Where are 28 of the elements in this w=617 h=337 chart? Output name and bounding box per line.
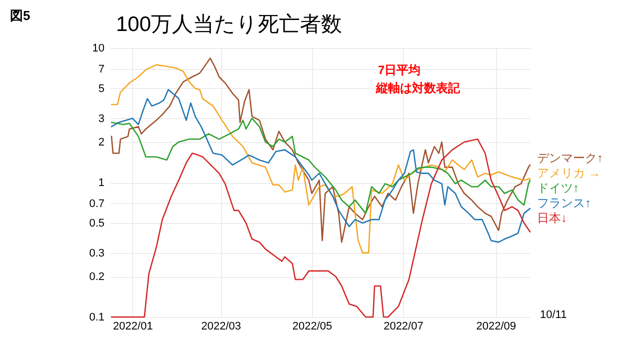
y-tick-label: 2 xyxy=(98,136,104,149)
annotation: 縦軸は対数表記 xyxy=(375,81,461,95)
y-tick-label: 1 xyxy=(98,177,104,189)
y-tick-label: 0.7 xyxy=(89,198,104,210)
y-tick-label: 3 xyxy=(98,112,104,125)
y-tick-label: 7 xyxy=(98,63,104,76)
series-label: 日本↓ xyxy=(537,211,567,225)
y-tick-label: 0.2 xyxy=(89,271,104,284)
y-tick-label: 0.5 xyxy=(89,217,104,230)
y-tick-label: 0.3 xyxy=(89,247,104,260)
annotation: 7日平均 xyxy=(378,63,421,77)
y-tick-label: 0.1 xyxy=(89,312,104,324)
series-label: フランス↑ xyxy=(537,196,591,210)
y-tick-label: 5 xyxy=(98,82,104,95)
series-label: ドイツ↑ xyxy=(537,181,579,195)
line-series xyxy=(110,138,531,318)
series-label: アメリカ → xyxy=(537,166,600,180)
text: 10/11 xyxy=(540,309,567,321)
x-tick-label: 2022/01 xyxy=(113,320,153,332)
chart-title: 100万人当たり死亡者数 xyxy=(116,13,342,36)
caption: 図5 xyxy=(10,8,30,23)
series-label: デンマーク↑ xyxy=(537,151,603,165)
y-tick-label: 10 xyxy=(92,42,104,54)
x-tick-label: 2022/05 xyxy=(292,320,332,332)
line-series xyxy=(110,118,531,214)
x-tick-label: 2022/09 xyxy=(476,320,516,332)
x-tick-label: 2022/07 xyxy=(384,320,424,332)
x-tick-label: 2022/03 xyxy=(201,320,241,332)
